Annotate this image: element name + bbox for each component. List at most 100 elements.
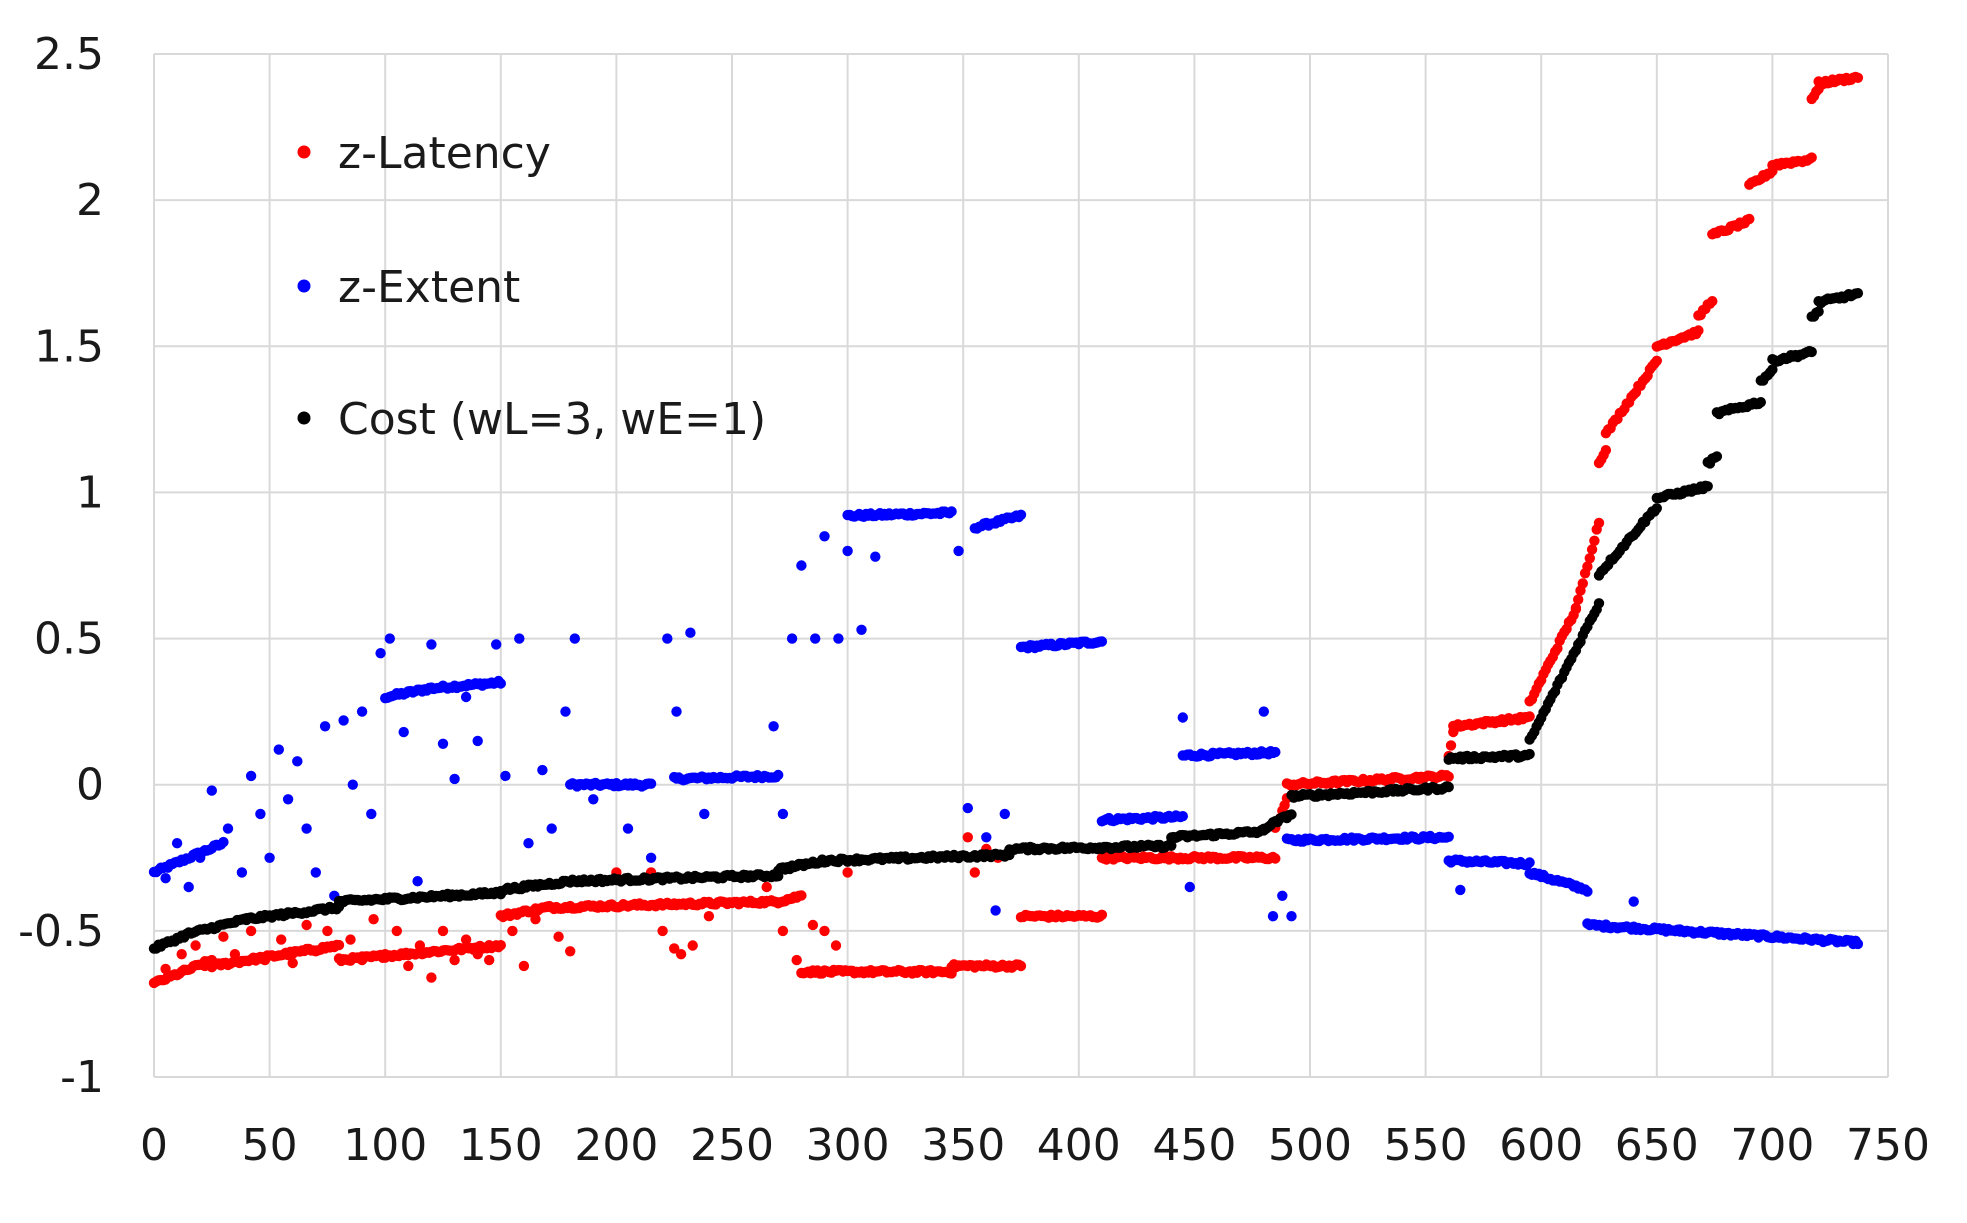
data-point — [622, 823, 634, 834]
data-point — [1443, 771, 1454, 782]
data-point — [1015, 509, 1027, 520]
data-point — [484, 954, 495, 966]
y-tick-label: 2.5 — [34, 29, 104, 80]
data-point — [414, 940, 426, 951]
axis-ticks: 0 50 100 150 200 250 300 350 400 450 500 550 600 650 7… — [18, 29, 1930, 1171]
x-tick-label: 750 — [1846, 1120, 1930, 1171]
data-point — [1524, 711, 1535, 722]
data-point — [1524, 748, 1535, 760]
data-point — [1806, 346, 1817, 358]
x-tick-label: 650 — [1615, 1120, 1699, 1171]
data-point — [662, 633, 673, 644]
data-point — [768, 721, 779, 732]
data-point — [786, 633, 798, 644]
data-point — [1286, 809, 1297, 820]
data-point — [777, 925, 789, 937]
data-point — [384, 633, 395, 644]
x-tick-label: 600 — [1499, 1120, 1583, 1171]
data-point — [391, 925, 402, 937]
data-point — [796, 560, 807, 571]
data-point — [703, 911, 715, 922]
data-point — [870, 551, 881, 562]
series-2-points — [148, 288, 1864, 954]
data-point — [1589, 535, 1600, 546]
x-tick-label: 50 — [242, 1120, 298, 1171]
data-point — [1593, 517, 1605, 529]
data-point — [819, 925, 830, 937]
data-point — [675, 949, 687, 960]
data-point — [222, 823, 234, 834]
data-point — [264, 852, 275, 863]
legend: z-Latency z-Extent Cost (wL=3, wE=1) — [297, 128, 766, 445]
data-point — [546, 823, 557, 834]
data-point — [375, 648, 386, 659]
data-point — [507, 925, 518, 937]
data-point — [1693, 325, 1704, 336]
data-point — [514, 633, 525, 644]
data-point — [1593, 598, 1605, 609]
data-point — [437, 925, 449, 937]
y-tick-label: 0 — [76, 760, 104, 811]
legend-item: Cost (wL=3, wE=1) — [297, 394, 766, 445]
data-point — [255, 808, 266, 820]
data-point — [368, 914, 379, 925]
data-point — [1267, 911, 1279, 922]
data-point — [569, 633, 580, 644]
data-point — [842, 867, 853, 878]
data-point — [565, 946, 576, 957]
data-point — [199, 960, 211, 972]
x-tick-label: 400 — [1037, 1120, 1121, 1171]
data-point — [1166, 840, 1177, 851]
data-point — [426, 972, 437, 983]
y-tick-label: 0.5 — [34, 614, 104, 665]
data-point — [645, 778, 657, 789]
data-point — [819, 531, 830, 542]
data-point — [1744, 213, 1755, 225]
x-tick-label: 700 — [1730, 1120, 1814, 1171]
legend-marker — [297, 279, 311, 293]
x-tick-label: 250 — [690, 1120, 774, 1171]
data-point — [1628, 896, 1639, 907]
x-tick-label: 150 — [459, 1120, 543, 1171]
data-point — [160, 873, 171, 884]
data-point — [1577, 578, 1589, 589]
data-point — [1096, 636, 1108, 647]
data-point — [1096, 909, 1108, 920]
data-point — [472, 735, 483, 747]
data-point — [366, 808, 377, 820]
data-point — [560, 706, 571, 717]
data-point — [999, 808, 1010, 820]
data-points — [148, 71, 1864, 989]
data-point — [699, 808, 710, 820]
y-tick-label: -1 — [60, 1052, 104, 1103]
data-point — [537, 764, 548, 776]
data-point — [206, 785, 217, 796]
data-point — [1286, 911, 1297, 922]
legend-marker — [297, 411, 311, 425]
data-point — [245, 925, 257, 937]
data-point — [229, 949, 241, 960]
data-point — [495, 940, 506, 951]
data-point — [1651, 355, 1663, 366]
data-point — [1702, 481, 1713, 492]
x-tick-label: 200 — [574, 1120, 658, 1171]
data-point — [1584, 553, 1596, 564]
data-point — [1177, 712, 1189, 723]
data-point — [830, 940, 842, 951]
data-point — [1445, 740, 1457, 751]
data-point — [380, 949, 391, 960]
data-point — [1270, 746, 1281, 758]
data-point — [437, 738, 449, 749]
data-point — [160, 963, 171, 975]
data-point — [1184, 881, 1196, 893]
data-point — [761, 881, 772, 893]
data-point — [338, 715, 349, 726]
data-point — [777, 808, 789, 820]
data-point — [218, 836, 229, 848]
data-point — [426, 639, 437, 650]
x-tick-label: 350 — [921, 1120, 1005, 1171]
data-point — [356, 954, 368, 966]
data-point — [460, 691, 472, 703]
data-point — [588, 794, 599, 805]
